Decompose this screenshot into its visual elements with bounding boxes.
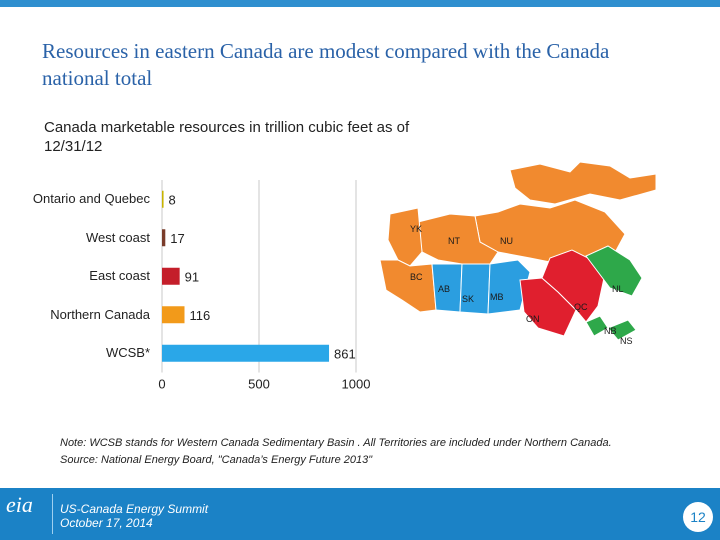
map-region-ns [607,319,637,341]
footer-bar [0,488,720,540]
category-label: WCSB* [105,345,150,361]
map-label-qc: QC [574,302,588,312]
map-label-nb: NB [604,326,617,336]
chart-bars [162,190,330,362]
map-label-ab: AB [438,284,450,294]
category-label: West coast [85,229,150,245]
note-line: Note: WCSB stands for Western Canada Sed… [60,437,612,449]
category-label: East coast [89,268,150,284]
bar-value-label: 116 [190,308,211,323]
bar-value-label: 861 [334,346,356,361]
source-line: Source: National Energy Board, "Canada’s… [60,454,373,466]
page-number: 12 [683,502,713,532]
bar [162,344,330,362]
map-region-nl [585,245,643,297]
bar-value-label: 17 [170,231,184,246]
map-label-sk: SK [462,294,474,304]
event-date: October 17, 2014 [60,516,153,530]
slide-title: Resources in eastern Canada are modest c… [42,39,610,90]
map-region-nt [417,213,499,265]
bar [162,306,185,324]
footer-event: US-Canada Energy Summit October 17, 2014 [60,502,208,530]
map-label-nu: NU [500,236,513,246]
category-label: Ontario and Quebec [32,191,150,207]
chart-title: Canada marketable resources in trillion … [44,119,410,155]
map-region-qc [541,249,605,323]
bar-value-label: 8 [169,192,176,207]
x-tick-label: 500 [248,377,270,392]
x-tick-label: 1000 [342,377,371,392]
map-label-bc: BC [410,272,423,282]
top-accent-bar [0,0,720,7]
map-label-nl: NL [612,284,624,294]
chart-tick-labels: 0 500 1000 [158,377,370,392]
bar-value-label: 91 [185,269,199,284]
eia-logo: eia [6,492,33,517]
note-text: Note: WCSB stands for Western Canada Sed… [60,435,700,469]
chart-value-labels: 8 17 91 116 861 [169,192,356,361]
bar [162,190,164,208]
x-tick-label: 0 [158,377,165,392]
map-label-on: ON [526,314,540,324]
bar [162,229,166,247]
map-label-yk: YK [410,224,422,234]
map-arctic-islands [509,161,657,205]
bar-chart: 8 17 91 116 861 0 500 1000 [158,180,370,392]
footer-divider [52,494,53,534]
category-label: Northern Canada [50,306,150,322]
map-label-nt: NT [448,236,460,246]
map-label-ns: NS [620,336,633,346]
map-label-mb: MB [490,292,504,302]
map-region-nu [474,199,626,269]
event-name: US-Canada Energy Summit [60,502,209,516]
bar [162,267,180,285]
canada-map: YK NT NU BC AB SK MB ON QC NL NB NS [380,161,657,346]
